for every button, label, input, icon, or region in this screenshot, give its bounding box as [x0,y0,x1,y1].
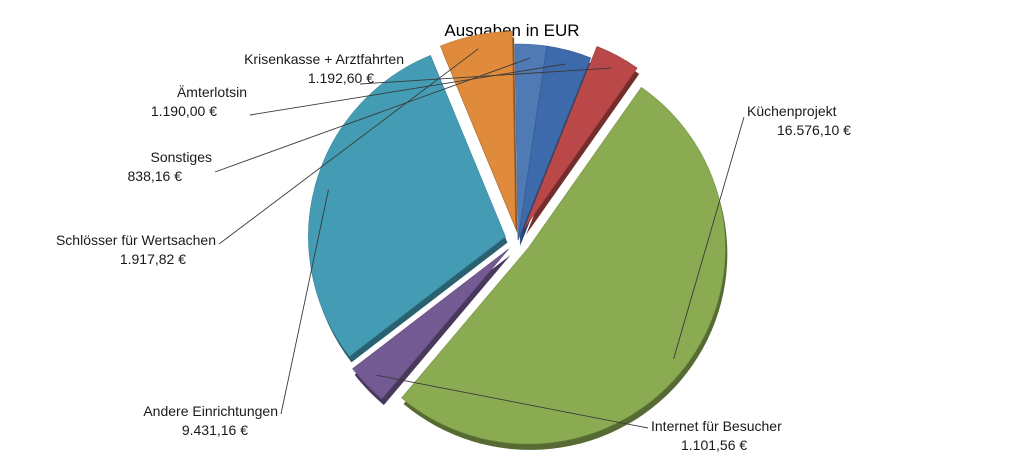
leader-lines-layer [214,48,745,429]
data-label-kuechenprojekt: Küchenprojekt 16.576,10 € [747,103,851,138]
data-label-value-sonstiges: 838,16 € [128,168,183,184]
data-label-value-internet-fuer-besucher: 1.101,56 € [681,437,747,453]
data-label-name-aemterlotsin: Ämterlotsin [177,84,247,100]
data-label-value-aemterlotsin: 1.190,00 € [151,103,217,119]
data-label-value-krisenkasse-arztfahrten: 1.192,60 € [308,70,374,86]
data-label-internet-fuer-besucher: Internet für Besucher 1.101,56 € [651,418,782,453]
leader-line-kuechenprojekt [673,116,745,360]
data-label-value-kuechenprojekt: 16.576,10 € [777,122,851,138]
pie-slice-andere-einrichtungen [308,54,506,357]
data-label-value-schloesser-fuer-wertsachen: 1.917,82 € [120,251,186,267]
data-label-name-sonstiges: Sonstiges [151,149,212,165]
leader-line-krisenkasse-arztfahrten [359,67,612,85]
leader-line-internet-fuer-besucher [376,374,649,429]
leader-line-sonstiges [214,57,531,173]
data-label-sonstiges: Sonstiges 838,16 € [128,149,213,184]
leader-line-andere-einrichtungen [280,189,329,415]
pie-slice-kuechenprojekt [401,86,726,445]
leader-line-aemterlotsin [249,63,566,116]
data-label-name-krisenkasse-arztfahrten: Krisenkasse + Arztfahrten [244,51,404,67]
pie-slice-schloesser-fuer-wertsachen [440,30,516,228]
data-label-name-kuechenprojekt: Küchenprojekt [747,103,837,119]
data-label-krisenkasse-arztfahrten: Krisenkasse + Arztfahrten 1.192,60 € [244,51,404,86]
data-label-schloesser-fuer-wertsachen: Schlösser für Wertsachen 1.917,82 € [56,232,216,267]
pie-slice-krisenkasse-arztfahrten [523,46,638,229]
data-label-name-internet-fuer-besucher: Internet für Besucher [651,418,782,434]
data-label-aemterlotsin: Ämterlotsin 1.190,00 € [151,84,247,119]
data-label-andere-einrichtungen: Andere Einrichtungen 9.431,16 € [143,403,278,438]
data-label-value-andere-einrichtungen: 9.431,16 € [182,422,248,438]
leader-line-schloesser-fuer-wertsachen [218,48,479,245]
data-label-name-andere-einrichtungen: Andere Einrichtungen [143,403,278,419]
pie-slice-aemterlotsin [517,45,592,241]
pie-slice-internet-fuer-besucher [352,248,509,400]
data-label-name-schloesser-fuer-wertsachen: Schlösser für Wertsachen [56,232,216,248]
slices-layer [308,30,728,450]
data-labels-layer: Küchenprojekt 16.576,10 € Internet für Bes… [56,51,851,453]
